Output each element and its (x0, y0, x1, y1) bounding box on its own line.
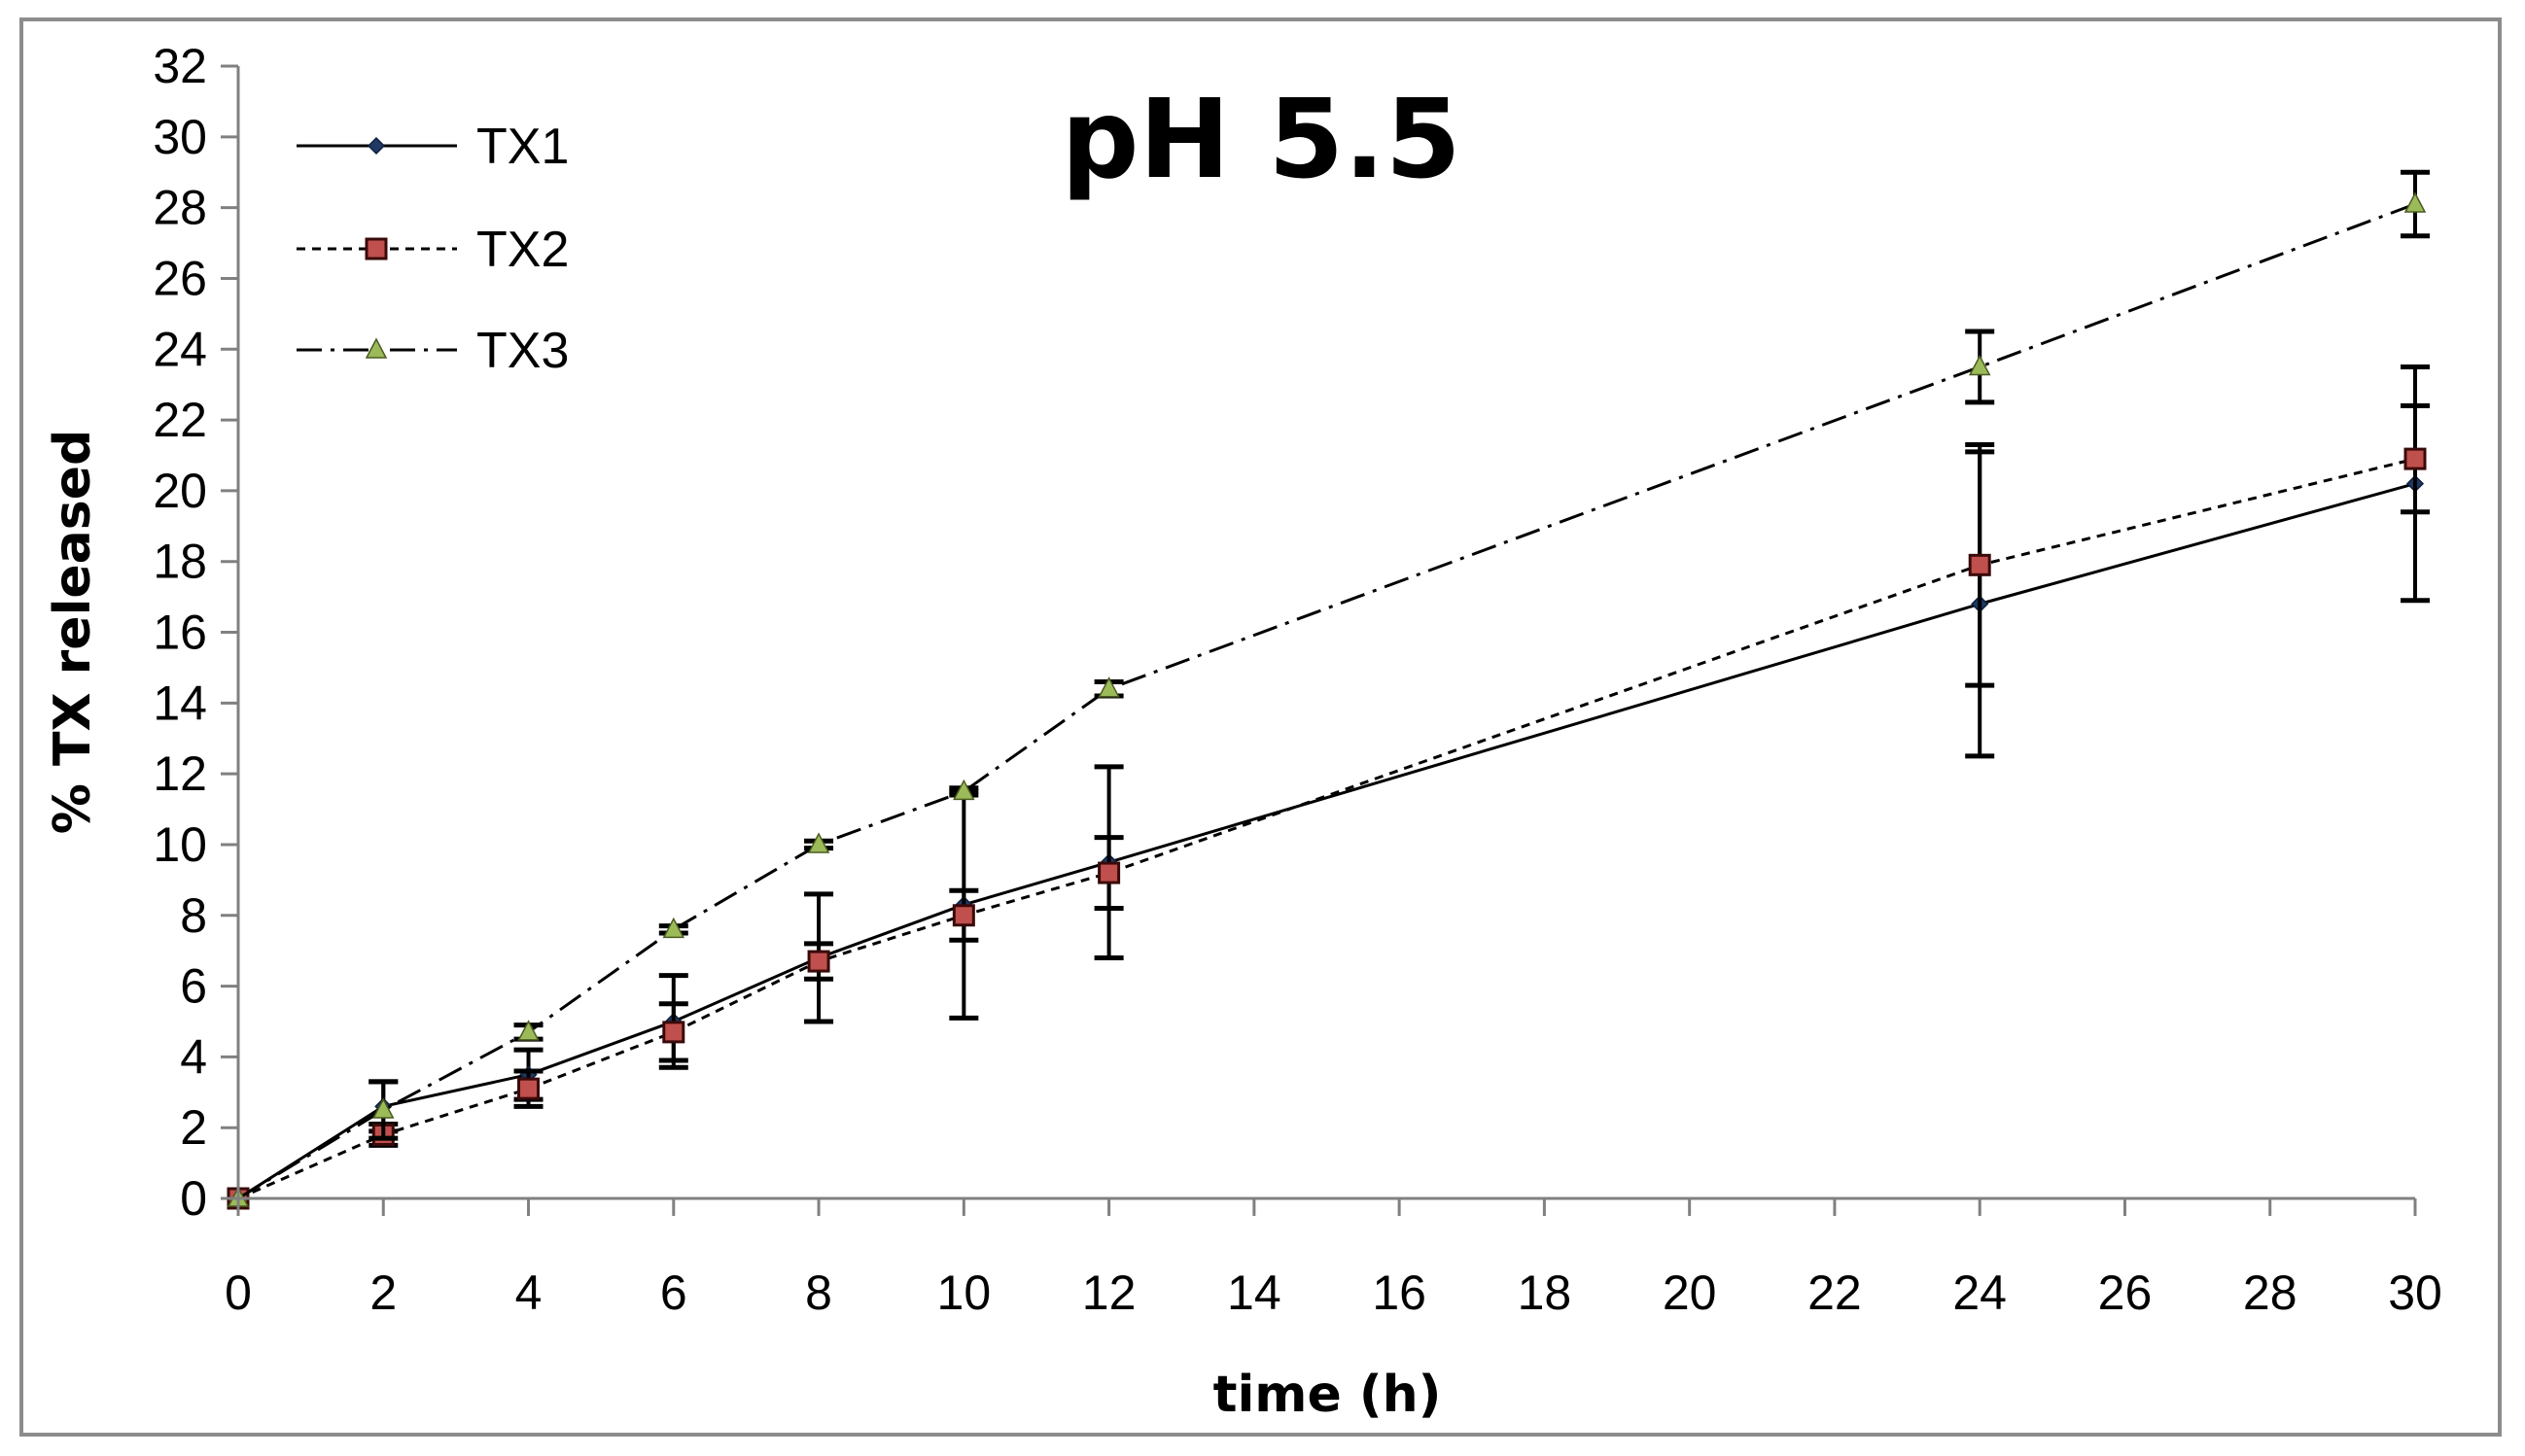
x-tick-label: 30 (2388, 1265, 2442, 1320)
x-tick-label: 18 (1518, 1265, 1572, 1320)
y-tick-label: 20 (153, 464, 207, 518)
x-tick-label: 8 (805, 1265, 832, 1320)
x-tick-label: 28 (2243, 1265, 2297, 1320)
data-point (952, 904, 975, 927)
series-line (237, 482, 2416, 1200)
data-point (1968, 354, 1991, 376)
x-tick-label: 2 (369, 1265, 397, 1320)
y-tick-label: 4 (180, 1029, 207, 1084)
series-tx2 (227, 403, 2430, 1210)
y-tick-label: 2 (180, 1100, 207, 1155)
data-point (2403, 447, 2427, 470)
x-tick-label: 20 (1663, 1265, 1717, 1320)
legend-marker-tx2 (365, 237, 388, 260)
chart-title: pH 5.5 (1061, 77, 1460, 203)
y-tick-label: 8 (180, 888, 207, 943)
data-point (1968, 553, 1991, 576)
data-point (807, 950, 830, 973)
x-tick-label: 24 (1952, 1265, 2007, 1320)
plot-area (227, 169, 2430, 1210)
y-tick-label: 0 (180, 1171, 207, 1226)
data-point (2403, 191, 2427, 213)
x-axis-title: time (h) (1213, 1366, 1442, 1424)
data-point (372, 1097, 395, 1119)
legend-label-tx2: TX2 (476, 222, 569, 278)
x-tick-label: 0 (225, 1265, 252, 1320)
x-tick-label: 4 (515, 1265, 543, 1320)
legend-label-tx1: TX1 (476, 119, 569, 175)
y-tick-label: 30 (153, 110, 207, 164)
data-point (807, 832, 830, 853)
series-tx3 (227, 169, 2430, 1207)
data-point (953, 779, 975, 801)
x-tick-label: 12 (1082, 1265, 1137, 1320)
y-tick-label: 6 (180, 959, 207, 1014)
series-tx1 (228, 364, 2430, 1208)
data-point (517, 1020, 540, 1041)
x-tick-label: 6 (660, 1265, 687, 1320)
y-tick-label: 16 (153, 606, 207, 660)
data-point (662, 1021, 685, 1044)
x-tick-label: 26 (2098, 1265, 2153, 1320)
legend: TX1 TX2 TX3 (297, 119, 569, 379)
x-tick-label: 22 (1807, 1265, 1862, 1320)
data-point (517, 1077, 541, 1100)
y-tick-label: 10 (153, 817, 207, 872)
y-tick-label: 18 (153, 535, 207, 589)
legend-marker-tx1 (367, 136, 386, 156)
series-line (237, 457, 2416, 1200)
data-point (662, 917, 685, 939)
y-tick-label: 14 (153, 676, 207, 730)
y-tick-label: 22 (153, 393, 207, 447)
y-tick-label: 12 (153, 746, 207, 801)
legend-marker-tx3 (365, 337, 388, 359)
legend-label-tx3: TX3 (476, 323, 569, 379)
y-axis-title: % TX released (44, 430, 102, 834)
x-tick-label: 16 (1372, 1265, 1426, 1320)
x-tick-label: 14 (1227, 1265, 1281, 1320)
x-tick-label: 10 (937, 1265, 992, 1320)
y-tick-label: 26 (153, 251, 207, 305)
chart-frame (19, 17, 2502, 1437)
y-tick-label: 24 (153, 322, 207, 376)
data-point (1098, 861, 1121, 884)
y-tick-label: 32 (153, 39, 207, 93)
y-tick-label: 28 (153, 181, 207, 235)
data-point (1098, 676, 1120, 698)
